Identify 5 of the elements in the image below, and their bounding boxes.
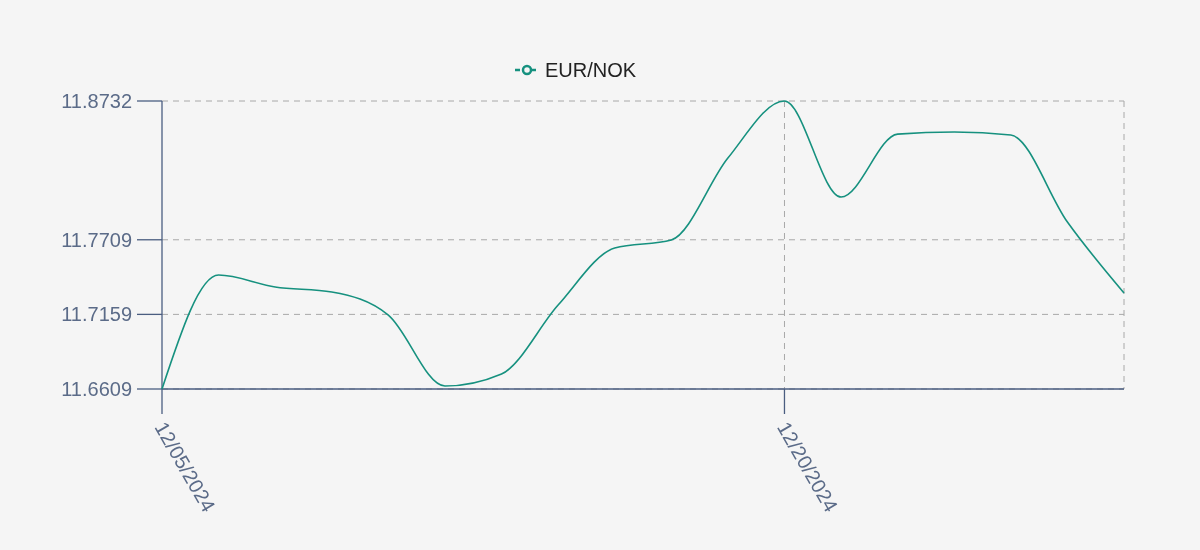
y-tick-label: 11.6609	[61, 378, 132, 400]
y-tick-label: 11.7159	[61, 303, 132, 326]
legend-label: EUR/NOK	[545, 59, 637, 81]
y-tick-label: 11.7709	[61, 228, 132, 251]
y-tick-label: 11.8732	[61, 90, 132, 112]
